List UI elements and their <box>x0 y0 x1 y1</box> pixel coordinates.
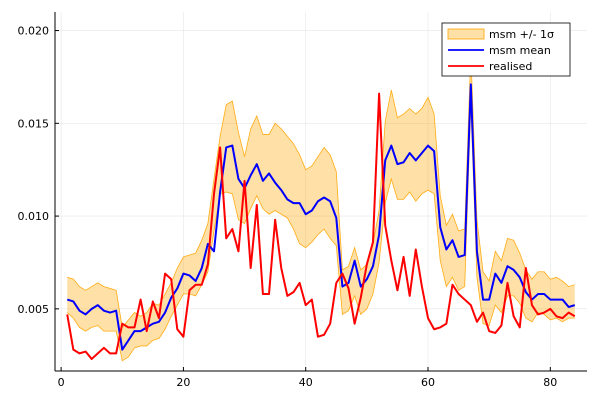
x-tick-label: 20 <box>176 376 190 389</box>
legend-label: msm +/- 1σ <box>489 28 554 41</box>
y-tick-label: 0.020 <box>18 25 50 38</box>
legend-label: msm mean <box>489 44 551 57</box>
x-tick-label: 80 <box>543 376 557 389</box>
series-line-2 <box>66 92 576 360</box>
y-tick-label: 0.010 <box>18 210 50 223</box>
series-line-1 <box>66 83 576 351</box>
series-band-lower-edge <box>66 104 575 362</box>
y-tick-label: 0.005 <box>18 303 50 316</box>
y-tick-label: 0.015 <box>18 117 50 130</box>
axes: 0 20 40 60 80 0.005 0.010 0.015 0.020 <box>18 12 587 389</box>
x-tick-label: 0 <box>58 376 65 389</box>
legend-label: realised <box>489 60 532 73</box>
legend: msm +/- 1σ msm mean realised <box>441 22 571 77</box>
x-tick-label: 60 <box>421 376 435 389</box>
x-tick-label: 40 <box>299 376 313 389</box>
legend-swatch <box>447 28 485 40</box>
line-layer <box>66 83 576 360</box>
